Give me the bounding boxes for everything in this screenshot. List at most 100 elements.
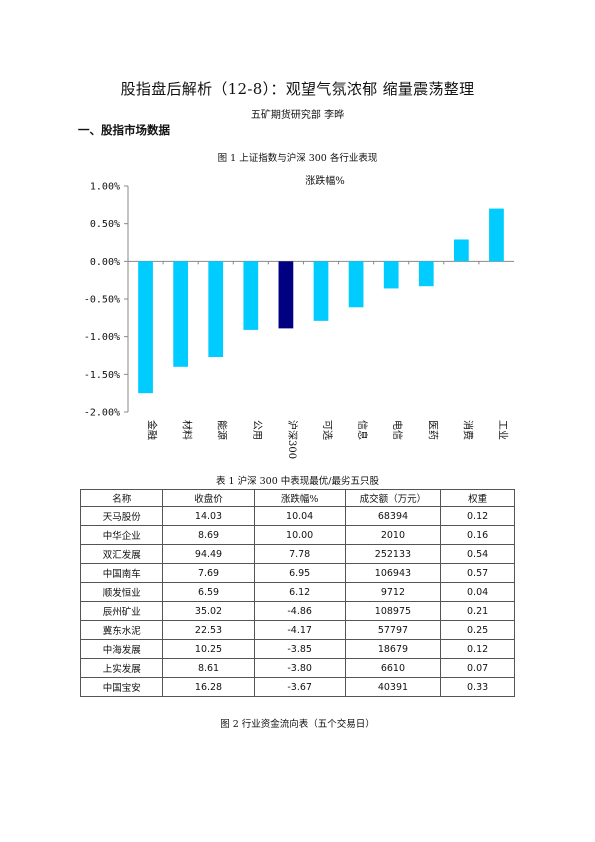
stock-name-cell: 中华企业 [79,525,164,545]
table-cell: 0.54 [440,544,515,564]
table-cell: -3.67 [253,677,346,697]
bar-3 [243,261,259,330]
stock-name-cell: 顺发恒业 [79,582,164,602]
table-cell: 0.33 [440,677,515,697]
stock-name-cell: 辰州矿业 [79,601,164,621]
table-row: 辰州矿业 35.02 -4.86 108975 0.21 [79,601,515,621]
table-cell: 57797 [344,620,442,640]
stock-name-cell: 冀东水泥 [79,620,164,640]
stock-name-cell: 双汇发展 [79,544,164,564]
category-label: 公用 [251,420,262,440]
table-cell: 94.49 [162,544,255,564]
table-row: 顺发恒业 6.59 6.12 9712 0.04 [79,582,515,602]
y-tick-label: 0.50% [90,219,120,230]
table-row: 上实发展 8.61 -3.80 6610 0.07 [79,658,515,678]
category-label: 金融 [146,420,159,440]
column-header: 权重 [440,489,515,507]
chart-title: 涨跌幅% [305,174,345,187]
bar-10 [489,208,504,262]
table-cell: 16.28 [162,677,255,697]
table-cell: 6.95 [253,563,346,583]
table-header-row: 名称 收盘价 涨跌幅% 成交额（万元） 权重 [79,489,515,507]
table-cell: 40391 [344,677,442,697]
column-header: 名称 [79,489,164,507]
table-cell: -3.85 [253,639,346,659]
table-row: 天马股份 14.03 10.04 68394 0.12 [79,506,515,526]
table-cell: 10.25 [162,639,255,659]
bar-0 [138,261,153,394]
figure-2-caption: 图 2 行业资金流向表（五个交易日） [220,719,375,730]
table-cell: 106943 [344,563,442,583]
table-cell: 6.12 [253,582,346,602]
bar-2 [208,261,224,358]
table-cell: 7.78 [253,544,346,564]
table-row: 中海发展 10.25 -3.85 18679 0.12 [79,639,515,659]
table-cell: 108975 [344,601,442,621]
figure-1-caption: 图 1 上证指数与沪深 300 各行业表现 [217,153,378,164]
bar-1 [173,261,189,367]
stock-name-cell: 中海发展 [79,639,164,659]
table-cell: 9712 [344,582,442,602]
table-row: 中华企业 8.69 10.00 2010 0.16 [79,525,515,545]
y-tick-label: 0.00% [90,257,120,268]
category-label: 医药 [426,420,438,440]
category-label: 工业 [496,420,508,440]
bar-5 [313,261,329,321]
table-cell: 68394 [344,506,442,526]
table-row: 中国宝安 16.28 -3.67 40391 0.33 [79,677,515,697]
category-label: 能源 [216,420,229,440]
top-bottom-stocks-table: 名称 收盘价 涨跌幅% 成交额（万元） 权重 天马股份 14.03 10.04 68394 0.… [79,489,515,697]
table-cell: 18679 [344,639,442,659]
table-cell: 0.57 [440,563,515,583]
table-cell: 0.07 [440,658,515,678]
category-label: 电信 [391,420,404,440]
stock-name-cell: 中国宝安 [79,677,164,697]
column-header: 涨跌幅% [253,489,346,507]
table-row: 双汇发展 94.49 7.78 252133 0.54 [79,544,515,564]
bar-9 [453,239,469,262]
stock-name-cell: 天马股份 [79,506,164,526]
bar-7 [383,261,399,289]
table-1-caption: 表 1 沪深 300 中表现最优/最劣五只股 [216,476,379,487]
y-tick-label: -2.00% [84,408,120,419]
y-tick-label: 1.00% [90,182,120,193]
table-cell: 10.04 [253,506,346,526]
category-label: 沪深300 [286,420,299,459]
y-tick-label: -0.50% [84,295,120,306]
category-label: 材料 [181,420,194,440]
table-cell: 8.69 [162,525,255,545]
table-cell: -4.86 [253,601,346,621]
bar-4 [278,261,294,329]
category-label: 消费 [461,420,474,440]
category-label: 可选 [321,420,334,440]
table-cell: 22.53 [162,620,255,640]
table-cell: 0.12 [440,506,515,526]
bar-8 [418,261,434,287]
bar-6 [348,261,364,308]
table-cell: 0.04 [440,582,515,602]
table-cell: 14.03 [162,506,255,526]
section-heading: 一、股指市场数据 [78,123,170,137]
table-cell: 7.69 [162,563,255,583]
table-cell: 35.02 [162,601,255,621]
table-cell: 252133 [344,544,442,564]
table-cell: 0.21 [440,601,515,621]
table-row: 冀东水泥 22.53 -4.17 57797 0.25 [79,620,515,640]
document-title: 股指盘后解析（12-8）：观望气氛浓郁 缩量震荡整理 [120,80,475,98]
table-cell: -4.17 [253,620,346,640]
y-tick-label: -1.00% [84,332,120,343]
table-cell: 0.16 [440,525,515,545]
column-header: 成交额（万元） [344,489,442,507]
category-label: 信息 [356,420,369,440]
table-cell: 6610 [344,658,442,678]
table-cell: 0.25 [440,620,515,640]
table-cell: 0.12 [440,639,515,659]
industry-performance-chart: 涨跌幅% 1.00% 0.50% 0.00% -0.50% -1.00% -1.50% -2.… [84,174,514,459]
table-body: 天马股份 14.03 10.04 68394 0.12 中华企业 8.69 10.00 2010… [79,506,515,697]
author-line: 五矿期货研究部 李晔 [250,110,345,121]
y-tick-label: -1.50% [84,370,120,381]
table-cell: 8.61 [162,658,255,678]
table-cell: -3.80 [253,658,346,678]
table-cell: 6.59 [162,582,255,602]
table-cell: 10.00 [253,525,346,545]
